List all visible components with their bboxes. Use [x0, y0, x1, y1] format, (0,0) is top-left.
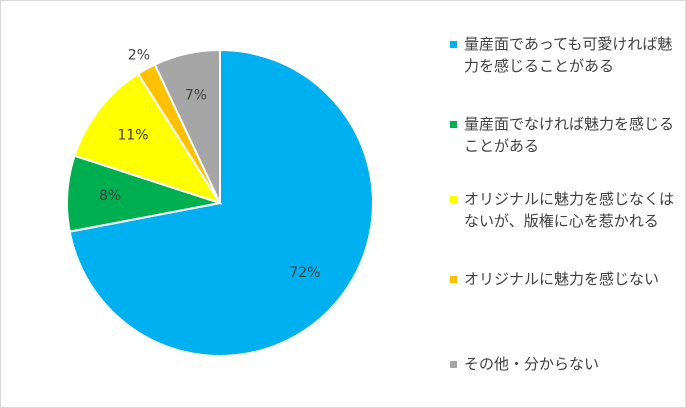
- data-label: 7%: [185, 87, 207, 103]
- legend-item: その他・分からない: [448, 353, 686, 375]
- pie-slice: [73, 72, 223, 205]
- legend-label: オリジナルに魅力を感じない: [464, 270, 660, 288]
- data-label: 8%: [99, 188, 121, 204]
- legend-item: オリジナルに魅力を感じない: [448, 268, 686, 290]
- legend-swatch: [450, 121, 457, 128]
- pie-slice: [68, 48, 374, 357]
- data-label: 2%: [128, 48, 150, 64]
- data-label: 11%: [117, 127, 148, 143]
- legend-swatch: [450, 276, 457, 283]
- legend-swatch: [450, 196, 457, 203]
- data-label: 72%: [289, 265, 320, 281]
- legend-label: その他・分からない: [464, 355, 600, 373]
- legend-item: オリジナルに魅力を感じなくはないが、版権に心を惹かれる: [448, 188, 686, 232]
- legend-swatch: [450, 41, 457, 48]
- legend-label: 量産面であっても可愛ければ魅力を感じることがある: [464, 35, 673, 75]
- legend-item: 量産面であっても可愛ければ魅力を感じることがある: [448, 33, 686, 77]
- legend-swatch: [450, 361, 457, 368]
- legend-label: 量産面でなければ魅力を感じることがある: [464, 115, 675, 155]
- legend-item: 量産面でなければ魅力を感じることがある: [448, 113, 686, 157]
- legend-label: オリジナルに魅力を感じなくはないが、版権に心を惹かれる: [464, 190, 675, 230]
- pie-slice: [153, 48, 221, 204]
